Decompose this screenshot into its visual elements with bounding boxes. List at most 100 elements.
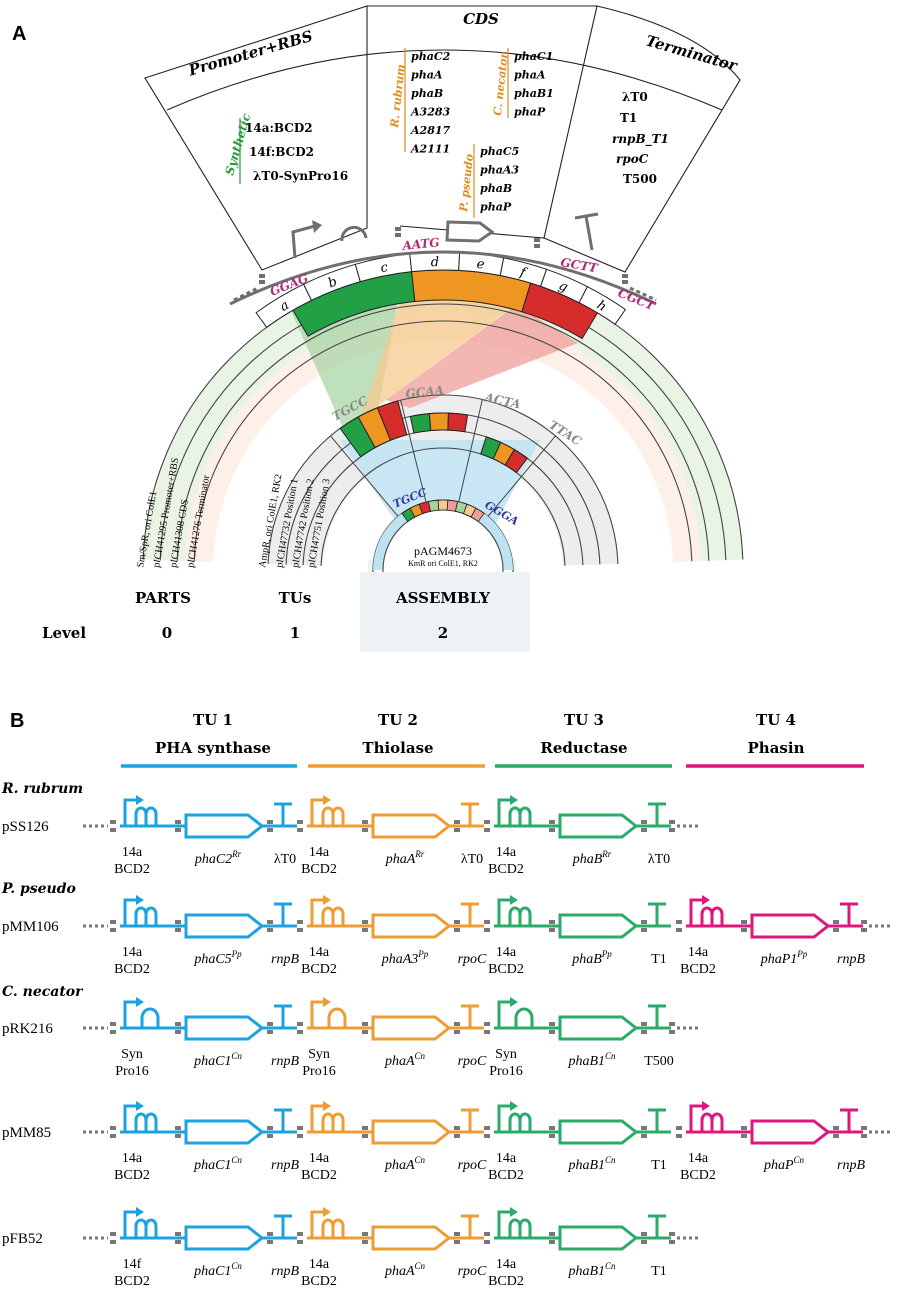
cds-icon <box>750 913 831 939</box>
construct-row: pFB52 14f BCD2 phaC1Cn rnpB 14a BCD2 phaACn rpoC… <box>2 1207 701 1289</box>
terminator-label: T1 <box>651 952 667 967</box>
junction-marker <box>454 920 460 924</box>
assembly-segment <box>427 499 440 512</box>
promoter-label: 14a <box>688 1151 709 1166</box>
terminator-icon <box>648 1004 666 1028</box>
terminator-label: rnpB <box>837 952 865 967</box>
bcd-rbs-icon <box>700 1112 724 1132</box>
junction-marker <box>362 1126 368 1130</box>
transcription-unit: 14a BCD2 phaPCn rnpB <box>676 1101 865 1183</box>
plasmid-name: pMM85 <box>2 1125 51 1141</box>
junction-marker <box>676 1134 682 1138</box>
promoter-icon <box>497 798 512 826</box>
transfer-wedge-cds <box>360 290 515 420</box>
junction-marker <box>861 1134 867 1138</box>
transcription-unit: 14a BCD2 phaACn rpoC <box>297 1101 487 1183</box>
terminator-label: rpoC <box>458 1054 487 1069</box>
promoter-icon <box>123 1104 138 1132</box>
level1-rings <box>267 394 619 566</box>
gene-label: phaC1Cn <box>193 1155 242 1173</box>
promoter-arrowhead-icon <box>510 997 518 1007</box>
junction-marker <box>549 1240 555 1244</box>
junction-marker <box>297 1030 303 1034</box>
junction-marker <box>297 1232 303 1236</box>
tu-name: PHA synthase <box>155 739 271 757</box>
transcription-unit: 14a BCD2 phaARr λT0 <box>297 795 484 877</box>
promoter-arrowhead-icon <box>510 895 518 905</box>
slot-cell <box>578 285 627 325</box>
promoter-arrowhead-icon <box>136 895 144 905</box>
rbs-label: BCD2 <box>301 962 337 977</box>
rbs-label: BCD2 <box>301 1274 337 1289</box>
cds-icon <box>371 1225 452 1251</box>
junction-marker <box>175 928 181 932</box>
promoter-arrowhead-icon <box>136 795 144 805</box>
junction-marker <box>641 820 647 824</box>
junction-marker <box>267 1240 273 1244</box>
junction-marker <box>267 920 273 924</box>
cds-icon <box>558 1119 639 1145</box>
junction-marker <box>110 1240 116 1244</box>
backbone-dash <box>629 286 657 302</box>
junction-marker <box>175 1134 181 1138</box>
junction-marker <box>362 1232 368 1236</box>
cds-item: A2111 <box>410 143 450 156</box>
gene-label: phaA3Pp <box>381 949 429 967</box>
promoter-icon <box>310 1104 325 1132</box>
rbs-label: BCD2 <box>488 962 524 977</box>
rbs-label: Pro16 <box>302 1064 335 1079</box>
arc-glyphs <box>229 212 657 306</box>
column-parts: PARTS <box>135 589 191 607</box>
junction-marker <box>484 920 490 924</box>
cds-icon <box>184 813 265 839</box>
cds-item: phaP <box>480 201 512 214</box>
assembly-segment <box>437 499 449 511</box>
bcd-rbs-icon <box>508 806 532 826</box>
promoter-label: 14a <box>688 945 709 960</box>
junction-marker <box>454 1126 460 1130</box>
terminator-label: rnpB <box>271 952 299 967</box>
cds-icon <box>184 1225 265 1251</box>
promoter-label: 14a <box>122 845 143 860</box>
promoter-item: λT0-SynPro16 <box>253 169 348 183</box>
group-ppseudo: P. pseudo <box>457 153 476 213</box>
terminator-label: rnpB <box>271 1264 299 1279</box>
junction-marker <box>549 920 555 924</box>
junction-marker <box>484 1126 490 1130</box>
rbs-label: Pro16 <box>115 1064 148 1079</box>
junction-marker <box>267 820 273 824</box>
level-1: 1 <box>290 624 300 642</box>
junction-marker <box>741 928 747 932</box>
junction-marker <box>833 920 839 924</box>
gene-origin-superscript: Cn <box>605 1051 616 1061</box>
junction-marker <box>110 920 116 924</box>
junction-marker <box>267 1134 273 1138</box>
junction-marker <box>454 1030 460 1034</box>
level2-ring <box>330 399 556 652</box>
terminator-label: T1 <box>651 1158 667 1173</box>
level0-outer-shade <box>143 269 743 561</box>
slot-label: c <box>379 260 390 276</box>
rbs-label: BCD2 <box>301 1168 337 1183</box>
header-terminator: Terminator <box>644 32 740 75</box>
junction-marker <box>676 1126 682 1130</box>
promoter-arrowhead-icon <box>702 1101 710 1111</box>
terminator-label: rpoC <box>458 1264 487 1279</box>
junction-marker <box>362 1134 368 1138</box>
transcription-unit: 14a BCD2 phaC5Pp rnpB <box>110 895 299 977</box>
cds-item: phaA <box>411 69 443 82</box>
junction-marker <box>741 920 747 924</box>
tu-overhang: GCAA <box>405 383 445 401</box>
rbs-icon <box>340 225 368 242</box>
bcd-rbs-icon <box>134 806 158 826</box>
terminator-item: λT0 <box>622 90 648 104</box>
terminator-icon <box>274 1214 292 1238</box>
junction-marker <box>175 920 181 924</box>
cds-icon <box>558 913 639 939</box>
transcription-unit: Syn Pro16 phaACn rpoC <box>297 997 487 1079</box>
promoter-icon <box>689 898 704 926</box>
junction-marker <box>110 1134 116 1138</box>
gene-label: phaACn <box>384 1155 426 1173</box>
